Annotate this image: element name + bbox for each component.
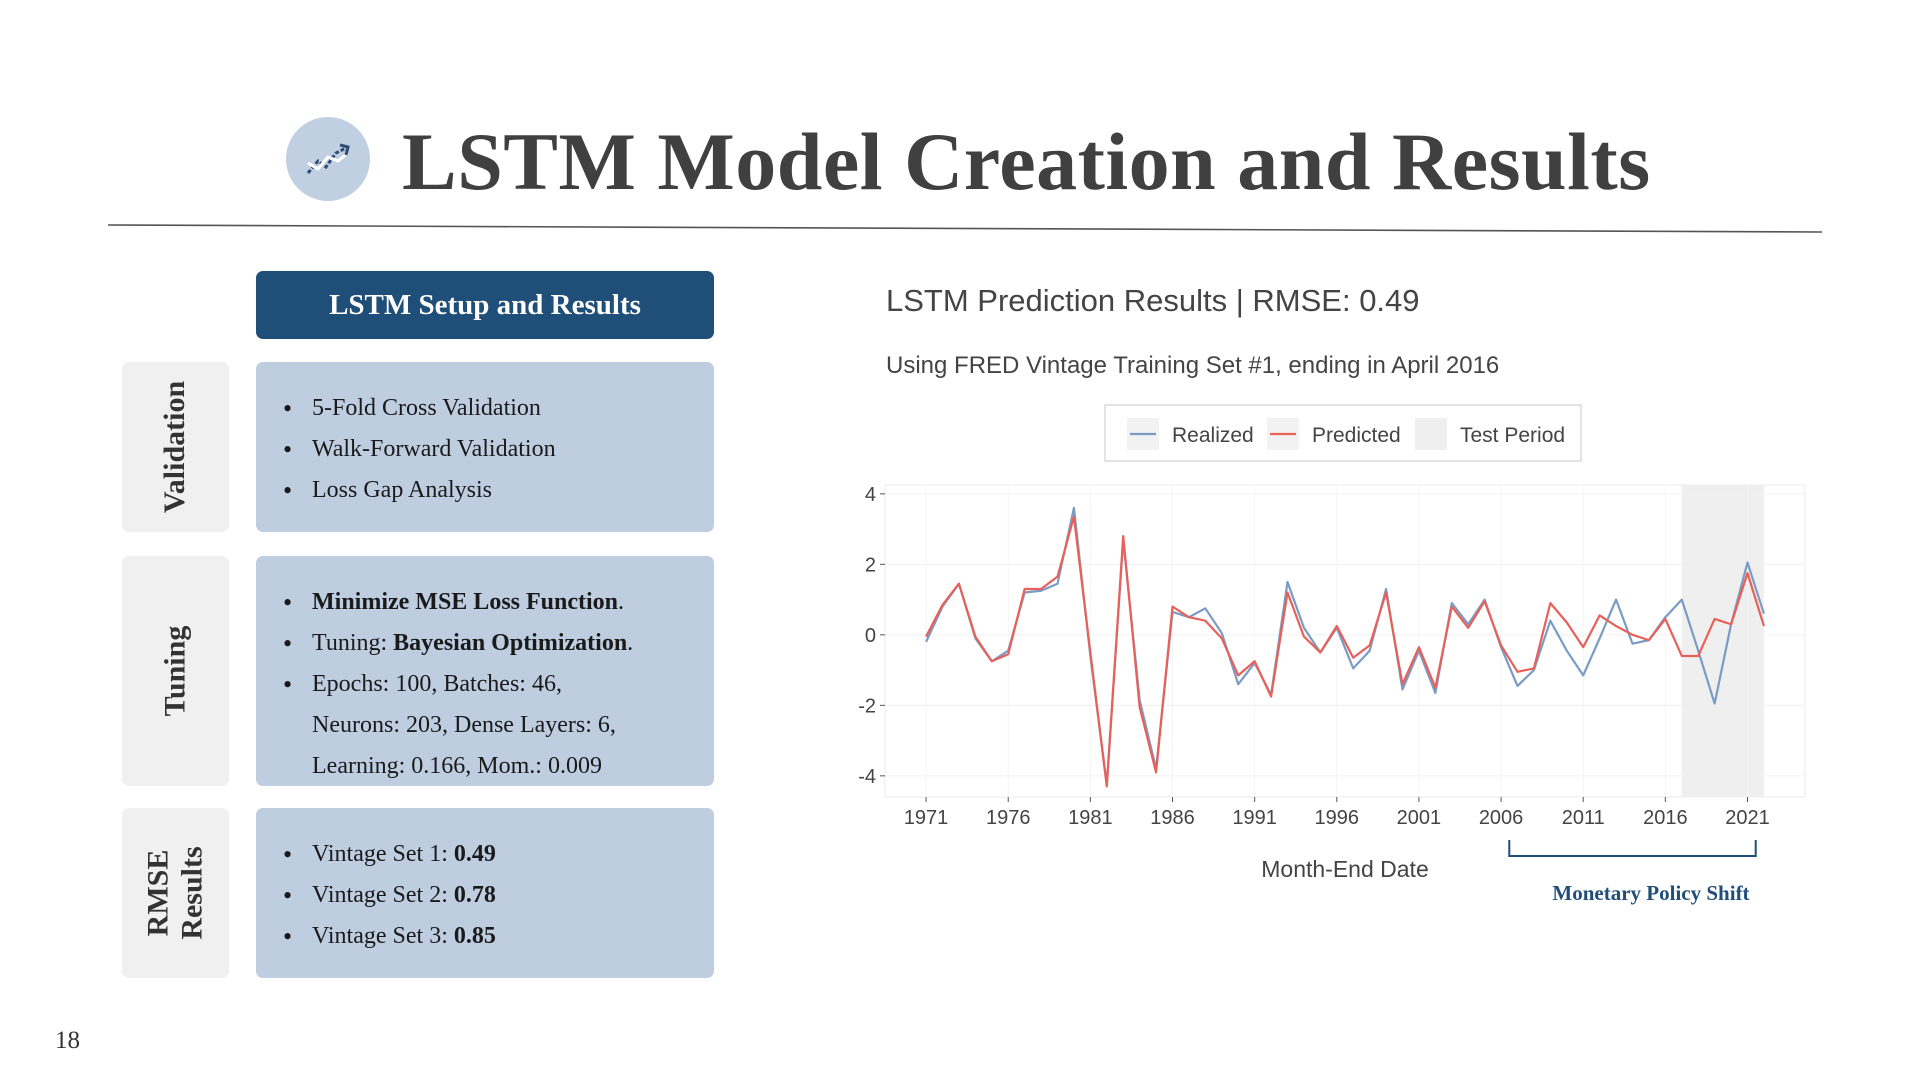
bullet-text-bold: 0.78 — [453, 882, 496, 908]
bullet-text-bold: Bayesian Optimization — [393, 630, 628, 656]
bullet-text: Learning: 0.166, Mom.: 0.009 — [312, 753, 602, 779]
bullet-text: Neurons: 203, Dense Layers: 6, — [312, 712, 616, 738]
y-tick-label: 4 — [865, 484, 876, 506]
bullet-list: Minimize MSE Loss Function.Tuning: Bayes… — [256, 582, 694, 787]
x-tick-label: 2011 — [1562, 807, 1605, 829]
x-tick-label: 1976 — [986, 807, 1031, 829]
legend-key-bg — [1267, 418, 1299, 450]
tuning-card: Minimize MSE Loss Function.Tuning: Bayes… — [256, 556, 714, 786]
page-title: LSTM Model Creation and Results — [402, 116, 1651, 207]
line-chart-icon — [286, 117, 370, 201]
bullet-item: Tuning: Bayesian Optimization. — [283, 623, 694, 664]
section-header: LSTM Setup and Results — [256, 271, 714, 339]
x-tick-label: 1986 — [1150, 807, 1195, 829]
legend-key-bg — [1415, 418, 1447, 450]
chart-subtitle: Using FRED Vintage Training Set #1, endi… — [886, 352, 1500, 379]
bullet-text: Walk-Forward Validation — [312, 436, 556, 462]
bullet-item: Neurons: 203, Dense Layers: 6, — [312, 705, 694, 746]
bullet-item: Learning: 0.166, Mom.: 0.009 — [312, 746, 694, 787]
bullet-item: Vintage Set 2: 0.78 — [283, 875, 694, 916]
legend-key-bg — [1127, 418, 1159, 450]
rmse-card: Vintage Set 1: 0.49Vintage Set 2: 0.78Vi… — [256, 808, 714, 978]
y-tick-label: 0 — [865, 625, 876, 647]
bullet-text-bold: Minimize MSE Loss Function — [312, 589, 619, 615]
x-tick-label: 1981 — [1068, 807, 1113, 829]
x-tick-label: 1971 — [904, 807, 949, 829]
bullet-list: Vintage Set 1: 0.49Vintage Set 2: 0.78Vi… — [256, 834, 694, 957]
x-axis-label: Month-End Date — [1261, 856, 1428, 882]
tab-validation: Validation — [122, 362, 229, 532]
bullet-item: Minimize MSE Loss Function. — [283, 582, 694, 623]
bullet-text-bold: 0.85 — [453, 923, 496, 949]
x-tick-label: 2001 — [1397, 807, 1442, 829]
tab-label-tuning: Tuning — [158, 625, 192, 717]
bullet-item: Loss Gap Analysis — [283, 470, 694, 511]
chart-title: LSTM Prediction Results | RMSE: 0.49 — [886, 283, 1420, 318]
plot-background — [884, 484, 1806, 798]
tab-label-line: Results — [175, 846, 209, 940]
tab-label-rmse-results: RMSE Results — [142, 846, 210, 939]
series-line-realized — [925, 506, 1765, 786]
bullet-text: . — [618, 589, 625, 615]
legend-box — [1104, 404, 1582, 462]
bullet-item: Epochs: 100, Batches: 46, — [283, 664, 694, 705]
bullet-text: Loss Gap Analysis — [312, 477, 492, 503]
bullet-text: Vintage Set 1: — [312, 841, 454, 867]
annotation-bracket — [1508, 840, 1757, 857]
legend-label: Predicted — [1312, 424, 1401, 447]
y-tick-label: -2 — [858, 695, 876, 717]
bullet-text: Epochs: 100, Batches: 46, — [312, 671, 562, 697]
test-period-band — [1681, 485, 1764, 797]
bullet-item: 5-Fold Cross Validation — [283, 388, 694, 429]
series-line-predicted — [925, 515, 1765, 788]
bullet-text: Vintage Set 3: — [312, 923, 454, 949]
x-tick-label: 2016 — [1643, 807, 1688, 829]
legend-label: Test Period — [1460, 424, 1565, 447]
bullet-text: 5-Fold Cross Validation — [312, 395, 541, 421]
validation-card: 5-Fold Cross Validation Walk-Forward Vali… — [256, 362, 714, 532]
bullet-item: Vintage Set 1: 0.49 — [283, 834, 694, 875]
x-tick-label: 1991 — [1232, 807, 1277, 829]
chart-legend: Realized Predicted Test Period — [1104, 404, 1582, 462]
bullet-text: . — [627, 630, 634, 656]
bullet-text: Tuning: — [312, 630, 394, 656]
tab-label-validation: Validation — [158, 380, 192, 514]
tab-label-line: RMSE — [141, 849, 175, 937]
plot-area: -4 -2 0 2 4 1971 1976 1981 1986 1991 1996 2001 2006 2… — [858, 484, 1806, 882]
bullet-text-bold: 0.49 — [453, 841, 496, 867]
policy-shift-annotation: Monetary Policy Shift — [1552, 881, 1750, 905]
page-number: 18 — [55, 1027, 80, 1054]
y-tick-label: -4 — [858, 766, 876, 788]
bullet-item: Vintage Set 3: 0.85 — [283, 916, 694, 957]
bullet-text: Vintage Set 2: — [312, 882, 454, 908]
bullet-list: 5-Fold Cross Validation Walk-Forward Vali… — [256, 388, 694, 511]
legend-key-swatch — [1415, 418, 1447, 450]
x-tick-label: 2006 — [1479, 807, 1524, 829]
bullet-item: Walk-Forward Validation — [283, 429, 694, 470]
tab-tuning: Tuning — [122, 556, 229, 786]
x-tick-label: 1996 — [1315, 807, 1360, 829]
y-tick-label: 2 — [865, 554, 876, 576]
tab-rmse-results: RMSE Results — [122, 808, 229, 978]
x-tick-label: 2021 — [1725, 807, 1770, 829]
legend-label: Realized — [1172, 424, 1254, 447]
